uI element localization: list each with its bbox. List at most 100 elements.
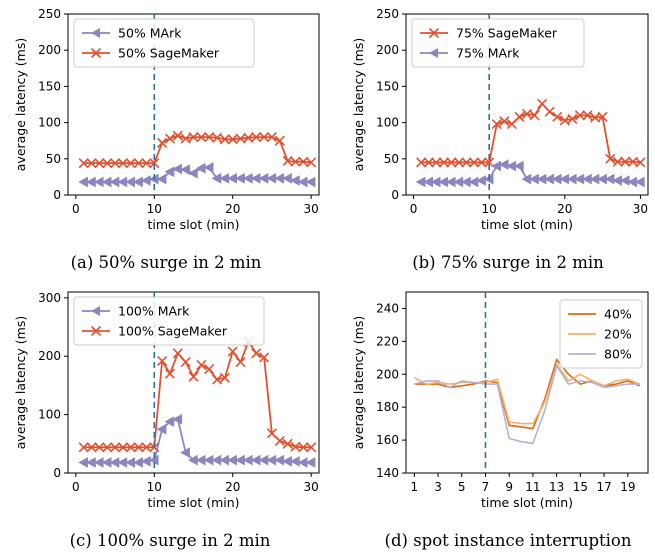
data-point	[305, 457, 316, 468]
data-point	[266, 132, 278, 143]
data-point	[289, 175, 300, 186]
x-tick-label: 30	[633, 202, 648, 216]
y-tick-label: 50	[384, 152, 399, 166]
x-tick-label: 17	[596, 480, 611, 494]
data-point	[180, 356, 191, 368]
data-point	[476, 175, 486, 186]
data-point	[133, 176, 143, 188]
y-axis-label: average latency (ms)	[351, 316, 366, 449]
data-point	[499, 116, 510, 127]
x-tick-label: 10	[147, 202, 162, 216]
data-point	[612, 156, 623, 167]
x-axis-label: time slot (min)	[147, 217, 239, 232]
data-point	[196, 359, 207, 371]
data-point	[141, 158, 152, 169]
data-point	[259, 352, 270, 363]
data-point	[125, 442, 136, 453]
legend-marker	[91, 306, 100, 316]
y-tick-label: 250	[38, 7, 61, 21]
x-axis-label: time slot (min)	[481, 495, 573, 510]
x-tick-label: 11	[525, 480, 540, 494]
y-axis-label: average latency (ms)	[13, 316, 28, 449]
data-point	[219, 372, 230, 383]
data-point	[219, 134, 230, 145]
y-tick-label: 250	[376, 7, 399, 21]
data-point	[491, 118, 502, 130]
y-tick-label: 150	[376, 79, 399, 93]
data-point	[290, 156, 301, 167]
data-point	[514, 111, 525, 122]
y-tick-label: 150	[38, 79, 61, 93]
data-point	[259, 132, 270, 143]
y-tick-label: 200	[376, 43, 399, 57]
data-point	[196, 132, 207, 143]
data-point	[431, 157, 442, 168]
data-point	[141, 442, 152, 453]
legend-label: 75% SageMaker	[456, 26, 558, 41]
data-point	[274, 454, 285, 466]
x-tick-label: 20	[557, 202, 572, 216]
data-point	[423, 157, 434, 168]
data-point	[537, 98, 548, 109]
data-point	[604, 173, 615, 185]
data-point	[227, 346, 238, 357]
plot-area	[78, 130, 317, 188]
y-tick-label: 0	[53, 188, 61, 202]
data-point	[140, 175, 151, 186]
data-point	[529, 110, 540, 121]
data-point	[117, 158, 128, 169]
x-tick-label: 0	[72, 202, 80, 216]
data-point	[468, 157, 480, 168]
data-point	[552, 111, 563, 122]
plot-area	[78, 336, 317, 468]
y-tick-label: 180	[376, 400, 399, 414]
x-tick-label: 9	[505, 480, 513, 494]
data-point	[164, 166, 175, 178]
y-tick-label: 100	[38, 408, 61, 422]
data-point	[203, 162, 214, 173]
y-tick-label: 240	[376, 301, 399, 315]
y-axis-label: average latency (ms)	[351, 38, 366, 171]
data-point	[282, 172, 292, 184]
y-tick-label: 220	[376, 334, 399, 348]
y-tick-label: 100	[376, 116, 399, 130]
data-point	[133, 457, 143, 468]
data-point	[619, 175, 630, 186]
data-point	[156, 173, 167, 185]
chart-panel-b: 0 50 100 150 200 250 0 10 20 30 time slot (min) ave…	[351, 7, 649, 272]
x-tick-label: 10	[147, 480, 162, 494]
data-point	[453, 157, 465, 168]
data-point	[188, 371, 199, 382]
data-point	[187, 167, 198, 179]
data-point	[180, 164, 190, 176]
legend-label: 80%	[604, 347, 632, 362]
series-line	[413, 363, 641, 425]
data-point	[290, 441, 301, 452]
plot-frame	[405, 13, 649, 196]
data-point	[468, 176, 479, 188]
y-axis-label: average latency (ms)	[13, 38, 28, 171]
data-point	[149, 158, 160, 169]
x-tick-label: 19	[620, 480, 635, 494]
legend: 40% 20% 80%	[559, 299, 643, 369]
legend-label: 100% MArk	[118, 304, 190, 319]
legend-box	[73, 18, 255, 68]
data-point	[620, 156, 631, 167]
chart-panel-a: 0 50 100 150 200 250 0 10 20 30 time slot (min) ave…	[13, 7, 320, 272]
data-point	[513, 160, 524, 172]
data-point	[274, 435, 285, 446]
legend: 75% SageMaker 75% MArk	[411, 18, 585, 68]
x-tick-label: 30	[304, 202, 319, 216]
plot-frame	[405, 291, 649, 474]
x-tick-label: 10	[482, 202, 497, 216]
data-point	[117, 442, 128, 453]
data-point	[567, 113, 578, 125]
x-tick-label: 15	[573, 480, 588, 494]
legend-label: 40%	[604, 307, 632, 322]
series-line	[83, 134, 312, 165]
data-point	[289, 455, 300, 467]
data-point	[605, 153, 616, 164]
legend-label: 100% SageMaker	[118, 324, 228, 339]
